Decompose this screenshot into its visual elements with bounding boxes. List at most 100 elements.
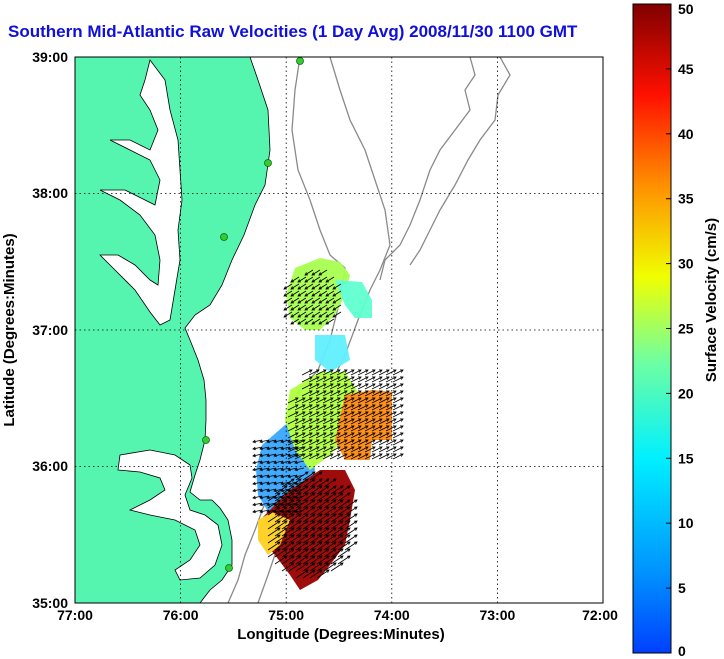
grid-lines: [75, 57, 603, 603]
velocity-arrow: [267, 527, 281, 537]
velocity-arrow: [288, 534, 302, 544]
velocity-arrow: [343, 369, 355, 376]
velocity-arrow: [308, 418, 320, 425]
velocity-arrow: [316, 541, 330, 551]
velocity-arrow: [323, 548, 337, 558]
velocity-arrow: [287, 474, 298, 479]
velocity-arrow: [316, 520, 330, 530]
velocity-arrow: [302, 513, 316, 523]
velocity-arrow: [301, 425, 313, 432]
velocity-arrow: [304, 311, 314, 318]
velocity-arrow: [267, 506, 281, 516]
velocity-arrow: [302, 520, 316, 530]
velocity-arrow: [337, 541, 351, 551]
lat-tick-label: 36:00: [32, 458, 68, 474]
velocity-arrow: [378, 425, 390, 432]
velocity-arrow: [287, 460, 298, 465]
velocity-arrow: [385, 411, 397, 418]
velocity-arrow: [385, 369, 397, 376]
velocity-arrow: [295, 548, 309, 558]
velocity-arrow: [371, 397, 383, 404]
velocity-arrow: [280, 446, 291, 451]
velocity-arrow: [315, 390, 327, 397]
velocity-arrow: [323, 499, 337, 509]
velocity-arrow: [302, 492, 316, 502]
velocity-arrow: [309, 499, 323, 509]
velocity-arrow: [294, 425, 306, 432]
velocity-arrow: [281, 506, 295, 516]
velocity-arrow: [304, 318, 314, 325]
velocity-arrow: [311, 276, 321, 283]
velocity-arrow: [295, 485, 309, 495]
velocity-arrow: [330, 562, 344, 572]
velocity-arrow: [302, 527, 316, 537]
velocity-arrow: [343, 432, 355, 439]
velocity-arrow: [295, 492, 309, 502]
velocity-arrow: [364, 425, 376, 432]
velocity-arrow: [259, 453, 270, 458]
velocity-arrow: [288, 492, 302, 502]
velocity-arrow: [274, 548, 288, 558]
velocity-arrow: [252, 495, 263, 500]
colorbar-tick-label: 20: [678, 385, 694, 401]
velocity-arrow: [283, 283, 293, 290]
velocity-arrow: [325, 283, 335, 290]
radar-site-marker: [225, 564, 233, 572]
velocity-arrow: [309, 562, 323, 572]
velocity-arrow: [297, 290, 307, 297]
chesapeake-bay: [99, 59, 183, 326]
velocity-arrow: [295, 478, 309, 488]
velocity-arrow: [336, 432, 348, 439]
velocity-arrow: [392, 390, 404, 397]
velocity-arrow: [302, 555, 316, 565]
velocity-arrow: [297, 304, 307, 311]
velocity-arrow: [323, 506, 337, 516]
velocity-arrow: [343, 376, 355, 383]
velocity-arrow: [266, 474, 277, 479]
velocity-arrow: [343, 418, 355, 425]
velocity-arrow: [344, 513, 358, 523]
velocity-arrow: [273, 446, 284, 451]
velocity-arrow: [287, 418, 299, 425]
velocity-arrow: [301, 439, 313, 446]
velocity-arrow: [343, 397, 355, 404]
velocity-arrow: [371, 418, 383, 425]
lat-tick-label: 39:00: [32, 49, 68, 65]
velocity-arrow: [315, 439, 327, 446]
velocity-arrow: [252, 481, 263, 486]
colorbar-tick-label: 25: [678, 321, 694, 337]
velocity-arrow: [252, 502, 263, 507]
velocity-arrow: [273, 439, 284, 444]
velocity-arrow: [350, 432, 362, 439]
velocity-arrow: [378, 418, 390, 425]
velocity-arrow: [294, 418, 306, 425]
lat-tick-label: 37:00: [32, 322, 68, 338]
velocity-arrow: [273, 481, 284, 486]
radar-site-marker: [264, 159, 272, 167]
velocity-arrow: [330, 548, 344, 558]
velocity-arrow: [273, 453, 284, 458]
velocity-arrow: [357, 432, 369, 439]
velocity-arrow: [316, 548, 330, 558]
velocity-arrow: [266, 467, 277, 472]
velocity-arrow: [252, 446, 263, 451]
velocity-arrow: [281, 513, 295, 523]
velocity-arrow: [294, 397, 306, 404]
velocity-arrow: [316, 513, 330, 523]
velocity-arrow: [301, 404, 313, 411]
velocity-arrow: [308, 453, 320, 460]
velocity-arrow: [281, 485, 295, 495]
velocity-arrow: [344, 534, 358, 544]
velocity-arrow: [371, 404, 383, 411]
velocity-arrow: [304, 304, 314, 311]
velocity-arrow: [392, 376, 404, 383]
velocity-arrow: [330, 527, 344, 537]
velocity-arrow: [318, 290, 328, 297]
velocity-arrow: [378, 369, 390, 376]
velocity-arrow: [309, 541, 323, 551]
velocity-arrow: [344, 506, 358, 516]
velocity-arrow: [316, 527, 330, 537]
velocity-arrow: [336, 376, 348, 383]
velocity-arrow: [336, 383, 348, 390]
velocity-arrow: [318, 318, 328, 325]
